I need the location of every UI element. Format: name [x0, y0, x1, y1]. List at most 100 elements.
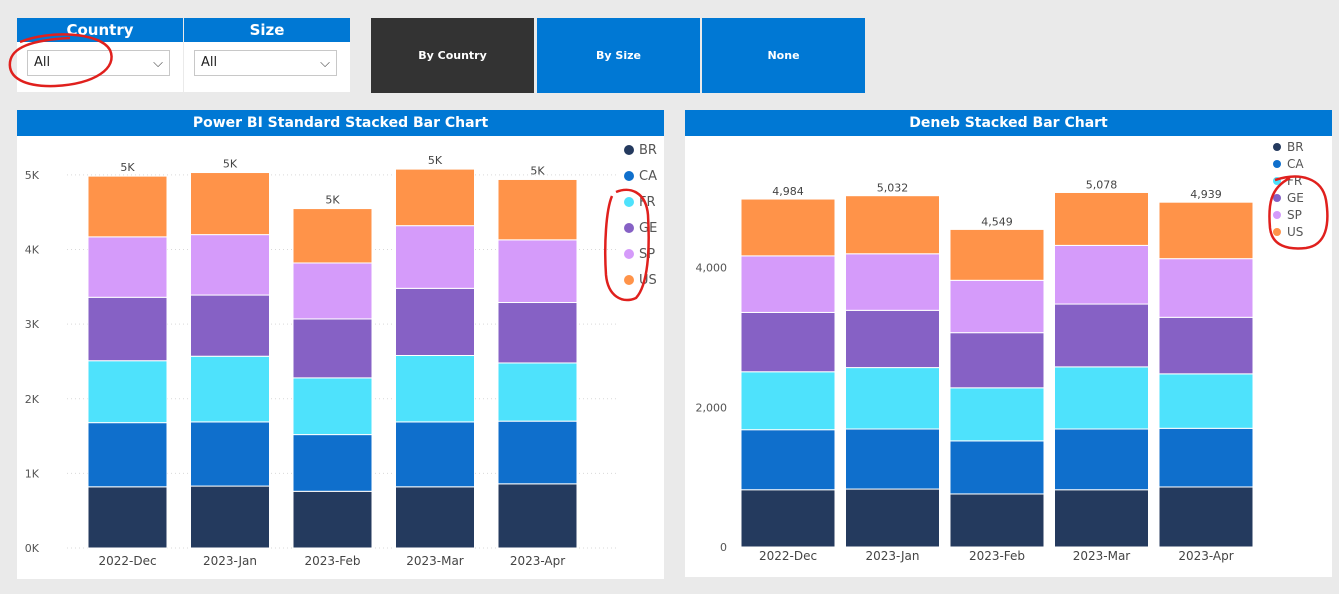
bar-total-label: 5K [325, 194, 340, 207]
bar-total-label: 4,939 [1190, 188, 1222, 201]
bar-total-label: 4,984 [772, 185, 804, 198]
legend-marker [1273, 160, 1281, 168]
bar-segment-sp [1054, 244, 1149, 305]
bar-segment-ca [497, 420, 578, 485]
bar-segment-ca [87, 422, 168, 488]
legend-marker [624, 275, 634, 285]
bar-total-label: 5K [120, 161, 135, 174]
bar-segment-ca [1158, 427, 1254, 488]
x-tick-label: 2023-Mar [1073, 549, 1131, 563]
bar-segment-sp [497, 239, 578, 304]
x-tick-label: 2023-Jan [203, 554, 257, 568]
bar-segment-br [87, 486, 168, 549]
bar-segment-ge [949, 332, 1045, 389]
legend-label: CA [639, 169, 657, 184]
chart-title: Deneb Stacked Bar Chart [685, 110, 1332, 136]
bar-segment-sp [190, 234, 270, 296]
y-tick-label: 2K [25, 393, 40, 406]
country-dropdown[interactable]: All ⌵ [27, 50, 170, 76]
legend-marker [1273, 228, 1281, 236]
by-size-button[interactable]: By Size [537, 18, 700, 93]
legend-label: FR [1287, 174, 1302, 188]
stacked-bar-chart: 0 2,000 4,000 4,984 2022-Dec 5,032 2023-Jan 4,5… [696, 140, 1305, 563]
powerbi-chart-card: Power BI Standard Stacked Bar Chart 0K 1K… [17, 110, 664, 579]
legend-marker [624, 171, 634, 181]
bar-segment-fr [395, 354, 475, 423]
bar-segment-br [190, 485, 270, 549]
bar-segment-br [949, 493, 1045, 548]
dropdown-value: All [201, 55, 218, 70]
bar-segment-ca [190, 421, 270, 487]
x-tick-label: 2023-Apr [1178, 549, 1233, 563]
x-tick-label: 2023-Jan [865, 549, 919, 563]
bar-segment-ge [497, 302, 578, 364]
y-tick-label: 0K [25, 542, 40, 555]
slicer-title: Country [17, 18, 183, 42]
x-tick-label: 2023-Feb [304, 554, 360, 568]
bar-segment-ge [845, 309, 940, 369]
bar-segment-sp [395, 225, 475, 289]
legend-marker [1273, 211, 1281, 219]
bar-segment-ca [292, 434, 373, 492]
bar-segment-fr [497, 362, 578, 422]
bar-segment-us [190, 172, 270, 236]
legend-marker [1273, 194, 1281, 202]
bar-segment-us [1158, 201, 1254, 260]
legend-label: CA [1287, 157, 1304, 171]
bar-segment-us [740, 198, 836, 257]
country-slicer: Country All ⌵ [17, 18, 183, 92]
bar-segment-fr [845, 367, 940, 430]
bar-segment-ca [949, 440, 1045, 495]
slicer-title: Size [184, 18, 350, 42]
bar-segment-fr [87, 360, 168, 424]
y-tick-label: 4,000 [696, 262, 728, 275]
y-tick-label: 2,000 [696, 401, 728, 414]
bar-segment-us [1054, 191, 1149, 246]
by-country-button[interactable]: By Country [371, 18, 534, 93]
bar-segment-ca [740, 429, 836, 491]
deneb-chart-card: Deneb Stacked Bar Chart 0 2,000 4,000 4,984… [685, 110, 1332, 577]
bar-total-label: 4,549 [981, 215, 1013, 228]
dropdown-value: All [34, 55, 51, 70]
bar-segment-ge [190, 294, 270, 357]
bar-segment-br [1158, 486, 1254, 548]
legend-marker [1273, 143, 1281, 151]
legend-label: GE [639, 221, 657, 236]
bar-segment-us [497, 178, 578, 241]
y-tick-label: 1K [25, 467, 40, 480]
bar-segment-ca [1054, 428, 1149, 491]
y-tick-label: 4K [25, 244, 40, 257]
x-tick-label: 2023-Apr [510, 554, 565, 568]
bar-segment-br [395, 486, 475, 549]
bar-segment-fr [1054, 366, 1149, 430]
none-button[interactable]: None [702, 18, 865, 93]
bar-segment-fr [949, 387, 1045, 442]
bar-segment-ca [395, 421, 475, 488]
bar-segment-us [949, 228, 1045, 281]
bar-segment-br [292, 490, 373, 549]
legend-label: BR [1287, 140, 1304, 154]
bar-segment-br [740, 489, 836, 548]
bar-total-label: 5K [530, 164, 545, 177]
bar-segment-ge [395, 287, 475, 356]
x-tick-label: 2023-Mar [406, 554, 464, 568]
bar-segment-fr [292, 377, 373, 436]
bar-total-label: 5,078 [1086, 178, 1118, 191]
x-tick-label: 2022-Dec [98, 554, 156, 568]
bar-segment-fr [190, 355, 270, 423]
bar-segment-ge [1158, 316, 1254, 375]
legend-marker [624, 249, 634, 259]
legend-label: GE [1287, 191, 1304, 205]
bar-total-label: 5,032 [877, 182, 909, 195]
bar-segment-sp [87, 236, 168, 298]
bar-segment-br [845, 488, 940, 548]
size-dropdown[interactable]: All ⌵ [194, 50, 337, 76]
bar-segment-ge [740, 311, 836, 373]
bar-segment-us [292, 208, 373, 264]
bar-segment-ca [845, 428, 940, 490]
legend-label: US [639, 273, 657, 288]
legend-label: US [1287, 225, 1303, 239]
legend-label: BR [639, 143, 657, 158]
y-tick-label: 3K [25, 318, 40, 331]
bar-segment-br [1054, 489, 1149, 548]
